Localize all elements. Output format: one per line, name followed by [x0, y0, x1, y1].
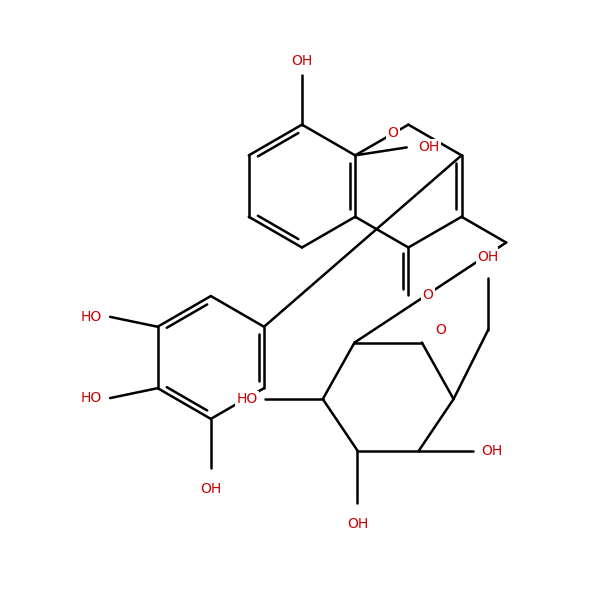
- Text: O: O: [485, 248, 496, 262]
- Text: O: O: [422, 288, 433, 302]
- Text: OH: OH: [347, 517, 368, 531]
- Text: HO: HO: [236, 392, 257, 406]
- Text: O: O: [436, 323, 446, 337]
- Text: O: O: [388, 125, 398, 140]
- Text: OH: OH: [200, 482, 221, 496]
- Text: HO: HO: [81, 391, 102, 405]
- Text: OH: OH: [478, 250, 499, 265]
- Text: HO: HO: [81, 310, 102, 324]
- Text: OH: OH: [481, 443, 503, 458]
- Text: OH: OH: [418, 140, 439, 154]
- Text: OH: OH: [292, 54, 313, 68]
